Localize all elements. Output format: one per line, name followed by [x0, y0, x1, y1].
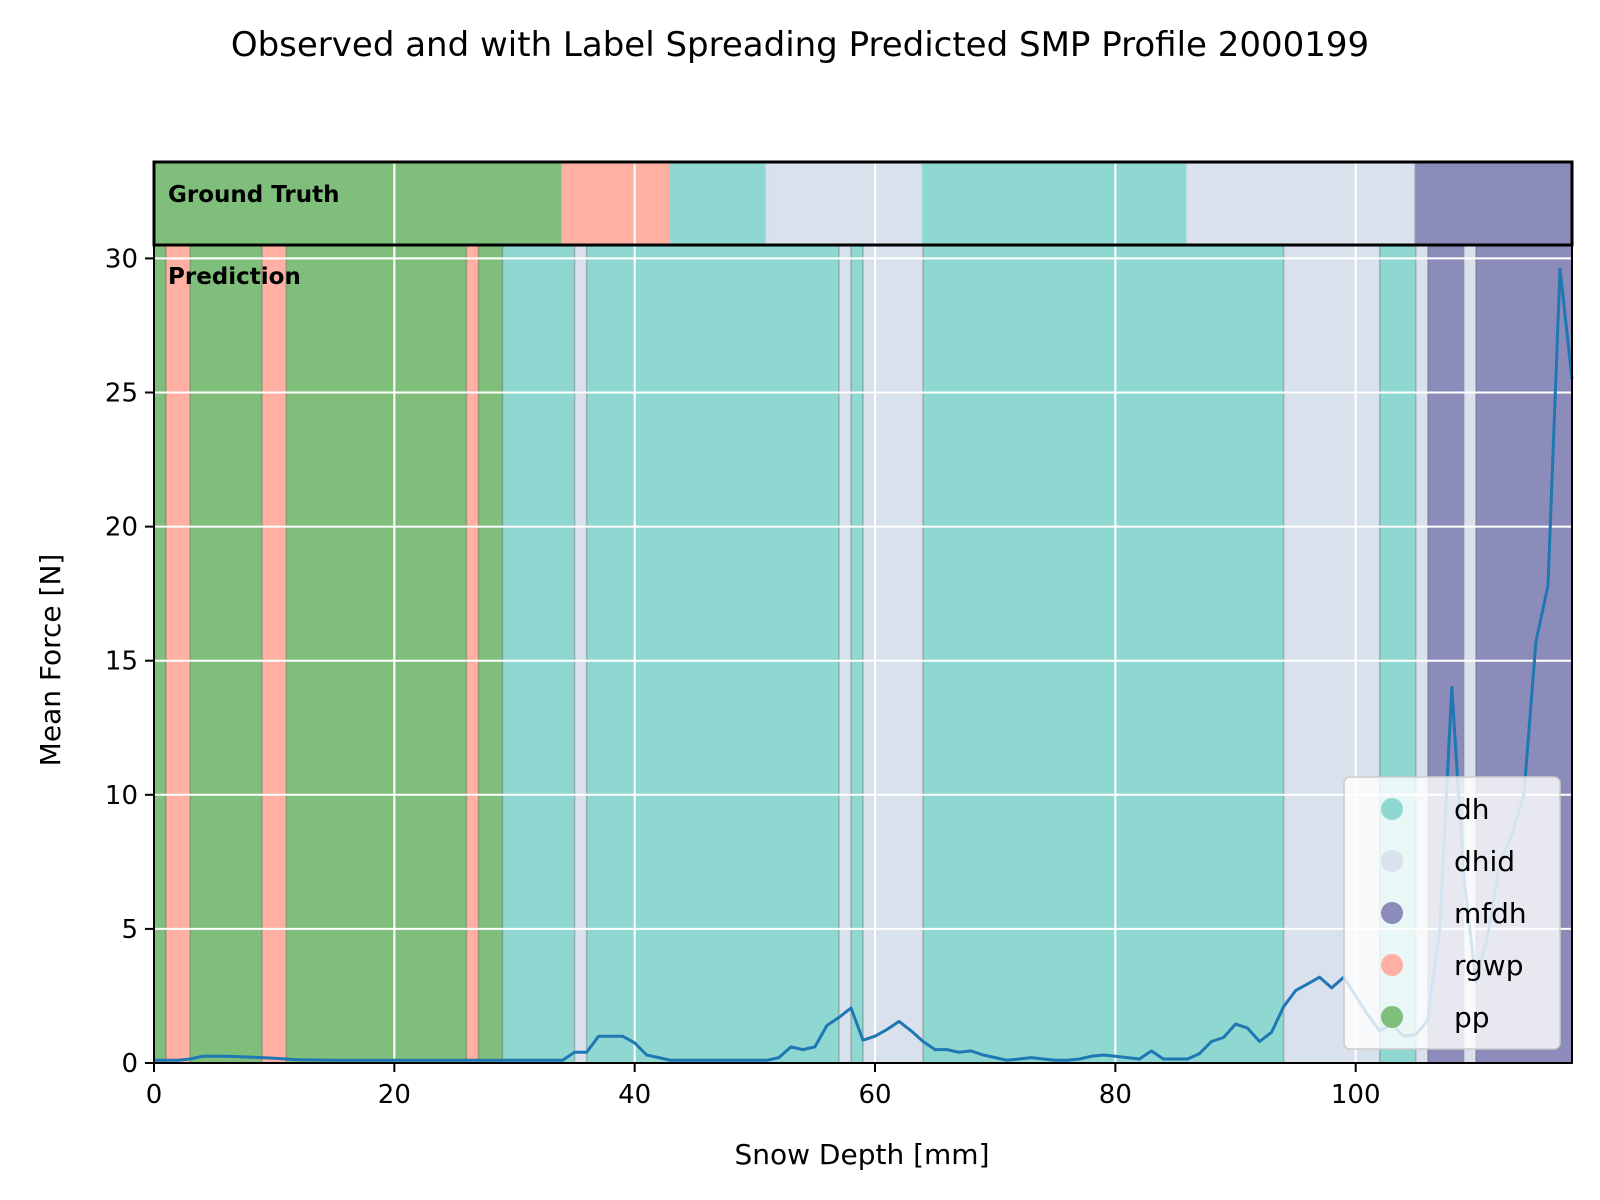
y-tick-label: 10: [105, 781, 138, 811]
y-axis-label: Mean Force [N]: [34, 554, 67, 767]
prediction-band-dhid: [838, 245, 851, 1063]
y-tick-label: 20: [105, 513, 138, 543]
legend-label-rgwp: rgwp: [1454, 949, 1523, 982]
plot-frame: [153, 244, 1573, 1064]
prediction-band-pp: [190, 245, 263, 1063]
y-tick-label: 15: [105, 647, 138, 677]
x-tick-label: 40: [618, 1080, 651, 1110]
axes-frame: [152, 160, 1574, 1064]
ground-truth-band-dhid: [1187, 162, 1416, 245]
legend-marker-dh: [1381, 798, 1403, 820]
legend-label-dhid: dhid: [1454, 845, 1515, 878]
prediction-band-dh: [923, 245, 1284, 1063]
chart-title: Observed and with Label Spreading Predic…: [231, 25, 1369, 65]
x-tick-label: 20: [378, 1080, 411, 1110]
legend-marker-mfdh: [1381, 902, 1403, 924]
y-tick-label: 25: [105, 379, 138, 409]
ground-truth-band-dhid: [766, 162, 924, 245]
prediction-band-pp: [154, 245, 167, 1063]
prediction-band-dh: [586, 245, 839, 1063]
prediction-band-dh: [502, 245, 575, 1063]
legend-box: [1343, 776, 1561, 1050]
legend-label-pp: pp: [1454, 1001, 1490, 1034]
ground-truth-band-pp: [154, 162, 563, 245]
ground-truth-band-rgwp: [562, 162, 671, 245]
legend: dh dhid mfdh rgwp pp: [1343, 776, 1561, 1050]
prediction-label: Prediction: [168, 264, 301, 290]
x-tick-label: 100: [1331, 1080, 1381, 1110]
prediction-band-pp: [286, 245, 467, 1063]
ground-truth-panel: [154, 162, 1572, 245]
y-tick-label: 0: [121, 1049, 138, 1079]
x-tick-label: 0: [146, 1080, 163, 1110]
ground-truth-label: Ground Truth: [168, 182, 340, 208]
x-tick-label: 60: [858, 1080, 891, 1110]
prediction-band-dhid: [863, 245, 924, 1063]
legend-marker-dhid: [1381, 850, 1403, 872]
y-tick-label: 30: [105, 244, 138, 274]
y-axis: 0 5 10 15 20 25 30: [105, 244, 154, 1079]
legend-marker-pp: [1381, 1006, 1403, 1028]
prediction-band-dhid: [574, 245, 587, 1063]
x-axis-label: Snow Depth [mm]: [734, 1138, 989, 1171]
x-axis: 0 20 40 60 80 100: [146, 1063, 1381, 1110]
legend-marker-rgwp: [1381, 954, 1403, 976]
ground-truth-band-mfdh: [1415, 162, 1572, 245]
prediction-band-pp: [478, 245, 503, 1063]
y-tick-label: 5: [121, 915, 138, 945]
x-tick-label: 80: [1099, 1080, 1132, 1110]
prediction-band-dh: [850, 245, 863, 1063]
prediction-panel: [154, 245, 1572, 1063]
ground-truth-band-dh: [670, 162, 767, 245]
legend-label-mfdh: mfdh: [1454, 897, 1527, 930]
ground-truth-band-dh: [923, 162, 1188, 245]
prediction-band-rgwp: [466, 245, 479, 1063]
legend-label-dh: dh: [1454, 793, 1490, 826]
prediction-band-rgwp: [262, 245, 287, 1063]
prediction-band-rgwp: [166, 245, 191, 1063]
